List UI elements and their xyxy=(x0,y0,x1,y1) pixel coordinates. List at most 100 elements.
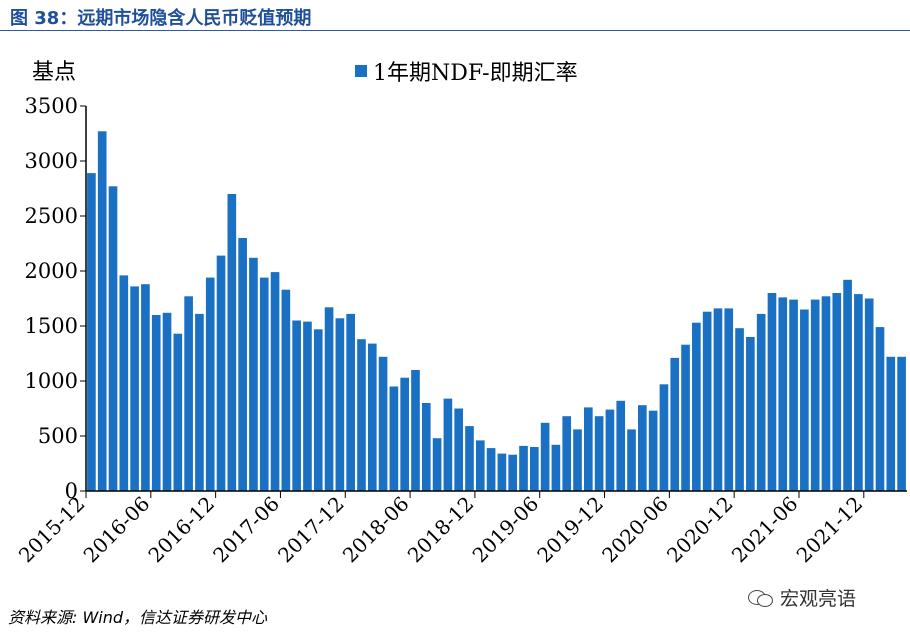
bar xyxy=(313,329,323,491)
y-axis-unit-label: 基点 xyxy=(32,60,77,85)
bar xyxy=(810,299,820,491)
bar xyxy=(475,440,485,491)
x-tick-label: 2021-12 xyxy=(792,492,868,568)
figure-title: 图 38：远期市场隐含人民币贬值预期 xyxy=(10,8,312,29)
x-tick-label: 2021-06 xyxy=(727,492,803,568)
bar xyxy=(832,293,842,491)
source-note: 资料来源: Wind，信达证券研发中心 xyxy=(8,608,268,627)
y-tick-label: 3500 xyxy=(25,94,78,118)
x-tick-label: 2016-12 xyxy=(143,492,219,568)
bar xyxy=(281,289,291,491)
bar xyxy=(767,293,777,491)
bar xyxy=(605,409,615,491)
bar xyxy=(540,422,550,491)
bar xyxy=(875,327,885,491)
bar xyxy=(443,398,453,491)
bar xyxy=(270,272,280,491)
bar xyxy=(389,386,399,491)
bar xyxy=(346,313,355,491)
wechat-icon xyxy=(748,588,774,608)
bar xyxy=(800,309,809,491)
bar xyxy=(702,311,712,491)
bar xyxy=(411,370,420,491)
bar xyxy=(130,286,139,491)
title-rule xyxy=(0,30,910,31)
brand-watermark: 宏观亮语 xyxy=(748,584,856,611)
bar xyxy=(378,356,388,491)
bar xyxy=(195,313,204,491)
bar xyxy=(584,407,593,491)
bar xyxy=(421,403,431,491)
bar xyxy=(573,429,582,491)
bar xyxy=(97,131,107,492)
bar xyxy=(87,173,96,491)
bar xyxy=(854,294,863,491)
y-tick-label: 0 xyxy=(65,479,78,503)
bar-chart: 05001000150020002500300035002015-122016-… xyxy=(14,94,907,568)
bar xyxy=(724,308,734,491)
bar xyxy=(227,194,237,491)
bar xyxy=(367,343,377,491)
brand-name: 宏观亮语 xyxy=(780,588,857,610)
bar xyxy=(627,429,636,491)
bar xyxy=(843,279,852,491)
bar xyxy=(151,315,161,491)
bar xyxy=(638,405,647,491)
x-tick-label: 2020-12 xyxy=(662,492,738,568)
x-tick-label: 2020-06 xyxy=(597,492,673,568)
bar xyxy=(108,186,118,492)
bar xyxy=(249,257,258,491)
bar xyxy=(713,308,723,491)
legend-swatch xyxy=(355,65,367,77)
y-tick-label: 2000 xyxy=(25,259,78,283)
bar xyxy=(335,318,345,491)
bar xyxy=(897,356,906,491)
bar xyxy=(821,296,831,491)
y-tick-label: 1500 xyxy=(25,314,78,338)
bar xyxy=(886,356,896,491)
y-tick-label: 1000 xyxy=(25,369,78,393)
bar xyxy=(454,408,464,491)
bar xyxy=(746,337,755,491)
bar xyxy=(551,444,561,491)
bar xyxy=(529,447,539,491)
x-tick-label: 2015-12 xyxy=(14,492,90,568)
y-tick-label: 2500 xyxy=(25,204,78,228)
bar xyxy=(681,344,690,491)
bar xyxy=(303,321,312,491)
legend-label: 1年期NDF-即期汇率 xyxy=(373,61,578,86)
bar xyxy=(400,377,409,491)
bar xyxy=(162,312,172,491)
x-tick-label: 2017-12 xyxy=(273,492,349,568)
bar xyxy=(670,357,680,491)
bar xyxy=(508,454,518,491)
x-tick-label: 2018-06 xyxy=(338,492,414,568)
bar xyxy=(292,320,301,491)
bar xyxy=(238,238,247,491)
y-tick-label: 3000 xyxy=(25,149,78,173)
bar xyxy=(756,313,766,491)
bar xyxy=(648,410,658,491)
x-tick-label: 2019-12 xyxy=(532,492,608,568)
x-tick-label: 2018-12 xyxy=(403,492,479,568)
bar xyxy=(594,416,604,491)
x-tick-label: 2017-06 xyxy=(208,492,284,568)
bar xyxy=(789,299,798,491)
bar xyxy=(616,400,626,491)
bar xyxy=(216,255,226,491)
bar xyxy=(357,339,366,491)
bar xyxy=(184,296,193,491)
bar xyxy=(497,453,507,491)
bar xyxy=(735,328,744,491)
bar xyxy=(259,277,269,491)
bar xyxy=(324,307,334,491)
x-tick-label: 2019-06 xyxy=(468,492,544,568)
bar xyxy=(864,298,874,491)
bar xyxy=(465,426,474,491)
bar xyxy=(519,445,528,491)
bar xyxy=(119,275,129,491)
bar xyxy=(205,277,215,491)
chart-legend: 1年期NDF-即期汇率 xyxy=(355,55,578,87)
bar xyxy=(659,384,669,491)
bar xyxy=(692,322,701,491)
